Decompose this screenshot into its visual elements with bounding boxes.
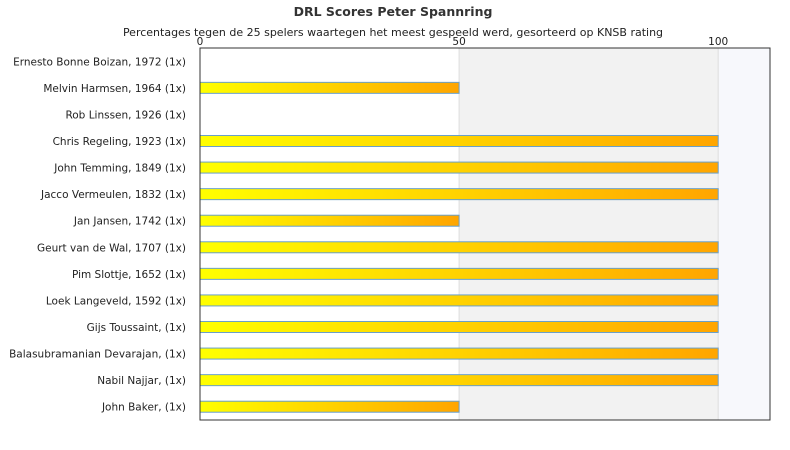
bar-series: [199, 81, 719, 413]
bar: [199, 400, 460, 413]
bar: [199, 321, 719, 333]
category-label: Chris Regeling, 1923 (1x): [53, 136, 186, 148]
band-50-100: [459, 48, 719, 420]
category-label: Melvin Harmsen, 1964 (1x): [43, 83, 186, 95]
x-tick-label-0: 0: [197, 36, 204, 48]
category-label: Balasubramanian Devarajan, (1x): [9, 349, 186, 361]
x-tick-label-100: 100: [708, 36, 728, 48]
category-label: John Temming, 1849 (1x): [53, 163, 186, 175]
category-label: Rob Linssen, 1926 (1x): [65, 109, 186, 121]
bar: [199, 241, 719, 254]
bar: [199, 294, 719, 307]
plot-area-border: [199, 47, 771, 421]
category-label: Nabil Najjar, (1x): [97, 375, 186, 387]
category-label: Gijs Toussaint, (1x): [87, 322, 186, 334]
bar: [199, 374, 719, 387]
category-label: Loek Langeveld, 1592 (1x): [46, 295, 186, 307]
category-label: Ernesto Bonne Boizan, 1972 (1x): [13, 56, 186, 68]
bar: [199, 188, 719, 201]
chart-title: DRL Scores Peter Spannring: [294, 4, 493, 19]
category-labels: Ernesto Bonne Boizan, 1972 (1x) Melvin Ha…: [9, 56, 186, 413]
x-axis-ticks: 0 50 100: [197, 36, 729, 48]
bar: [199, 347, 719, 360]
bar: [199, 161, 719, 174]
background-bands: [459, 48, 770, 420]
chart-subtitle: Percentages tegen de 25 spelers waartege…: [123, 26, 663, 39]
category-label: Jan Jansen, 1742 (1x): [73, 216, 186, 228]
x-tick-label-50: 50: [452, 36, 465, 48]
category-label: John Baker, (1x): [101, 402, 186, 414]
bar: [199, 135, 719, 147]
category-label: Pim Slottje, 1652 (1x): [72, 269, 186, 281]
category-label: Jacco Vermeulen, 1832 (1x): [40, 189, 186, 201]
bar: [199, 214, 460, 227]
bar: [199, 81, 460, 94]
bar: [199, 267, 719, 280]
category-label: Geurt van de Wal, 1707 (1x): [37, 242, 186, 254]
band-100-110: [718, 48, 770, 420]
